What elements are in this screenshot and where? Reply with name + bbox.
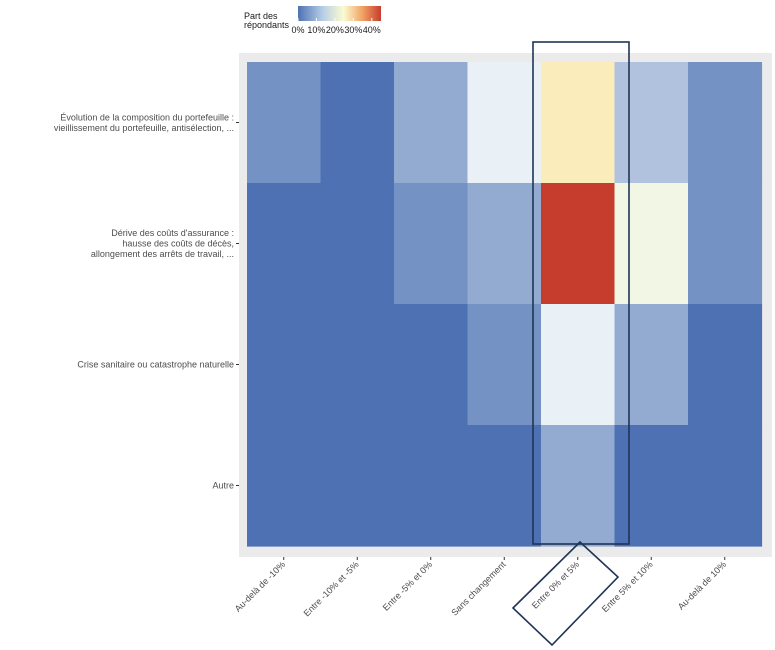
y-tick-label: Évolution de la composition du portefeui… <box>54 112 234 133</box>
legend-tick-label: 30% <box>344 25 362 35</box>
heatmap-cell <box>614 304 689 426</box>
heatmap-cells <box>247 62 763 547</box>
heatmap-cell <box>467 62 542 184</box>
heatmap-cell <box>688 183 763 305</box>
legend-tick-label: 10% <box>307 25 325 35</box>
heatmap-cell <box>541 183 616 305</box>
heatmap-cell <box>541 425 616 547</box>
heatmap-cell <box>688 425 763 547</box>
legend-tick-label: 0% <box>291 25 304 35</box>
legend-title-line1: Part des <box>244 11 278 21</box>
x-tick-label: Au-delà de 10% <box>676 559 728 611</box>
highlight-label-box <box>511 540 620 647</box>
y-tick-label: Crise sanitaire ou catastrophe naturelle <box>77 360 234 370</box>
x-tick-label: Au-delà de -10% <box>233 559 287 613</box>
heatmap-cell <box>394 425 469 547</box>
heatmap-cell <box>320 425 395 547</box>
heatmap-cell <box>541 62 616 184</box>
heatmap-cell <box>688 62 763 184</box>
heatmap-cell <box>320 183 395 305</box>
heatmap-cell <box>467 304 542 426</box>
x-tick-label: Entre -5% et 0% <box>381 559 434 612</box>
heatmap-cell <box>541 304 616 426</box>
heatmap-cell <box>614 62 689 184</box>
heatmap-cell <box>247 183 322 305</box>
x-tick-label: Entre -10% et -5% <box>302 559 361 618</box>
y-tick-label: Autre <box>212 481 234 491</box>
heatmap-cell <box>247 425 322 547</box>
y-axis: Évolution de la composition du portefeui… <box>54 112 239 491</box>
heatmap-cell <box>394 304 469 426</box>
heatmap-cell <box>247 62 322 184</box>
x-tick-label: Sans changement <box>449 559 508 618</box>
legend-ticks: 0% 10% 20% 30% 40% <box>291 18 381 35</box>
heatmap-cell <box>688 304 763 426</box>
heatmap-cell <box>320 62 395 184</box>
heatmap-cell <box>247 304 322 426</box>
legend-tick-label: 40% <box>363 25 381 35</box>
x-axis: Au-delà de -10% Entre -10% et -5% Entre -5… <box>233 557 728 618</box>
heatmap-cell <box>394 183 469 305</box>
legend: Part des répondants 0% 10% 20% 30% 40% <box>244 6 381 35</box>
heatmap-cell <box>467 425 542 547</box>
y-tick-label: Dérive des coûts d'assurance : hausse des… <box>91 228 234 259</box>
legend-tick-label: 20% <box>326 25 344 35</box>
legend-title-line2: répondants <box>244 20 290 30</box>
legend-colorbar <box>298 6 381 21</box>
heatmap-cell <box>394 62 469 184</box>
heatmap-cell <box>320 304 395 426</box>
heatmap-cell <box>614 183 689 305</box>
heatmap-cell <box>614 425 689 547</box>
heatmap-cell <box>467 183 542 305</box>
